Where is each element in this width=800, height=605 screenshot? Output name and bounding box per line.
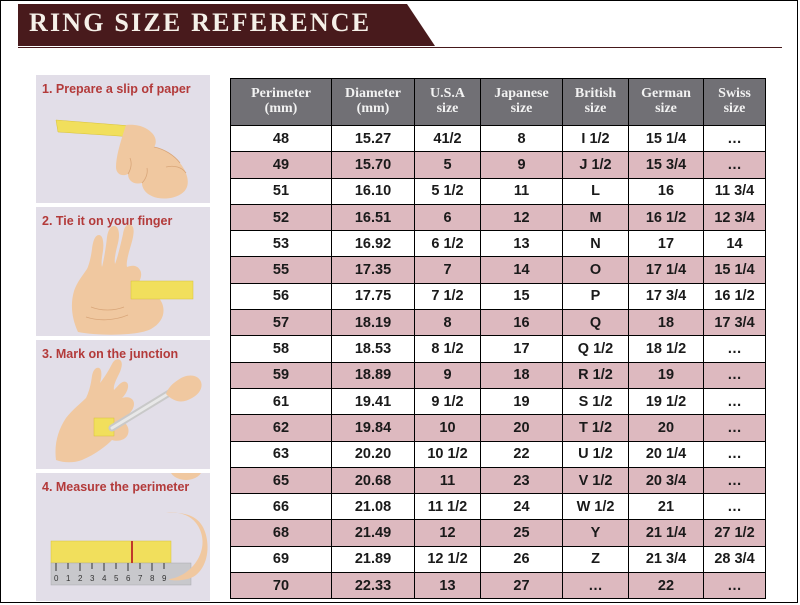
svg-text:7: 7	[138, 574, 143, 583]
svg-text:1: 1	[66, 574, 71, 583]
svg-text:3: 3	[90, 574, 95, 583]
svg-text:5: 5	[114, 574, 119, 583]
svg-text:9: 9	[162, 574, 167, 583]
svg-text:0: 0	[54, 574, 59, 583]
svg-text:4: 4	[102, 574, 107, 583]
svg-text:2: 2	[78, 574, 83, 583]
svg-text:8: 8	[150, 574, 155, 583]
svg-text:6: 6	[126, 574, 131, 583]
